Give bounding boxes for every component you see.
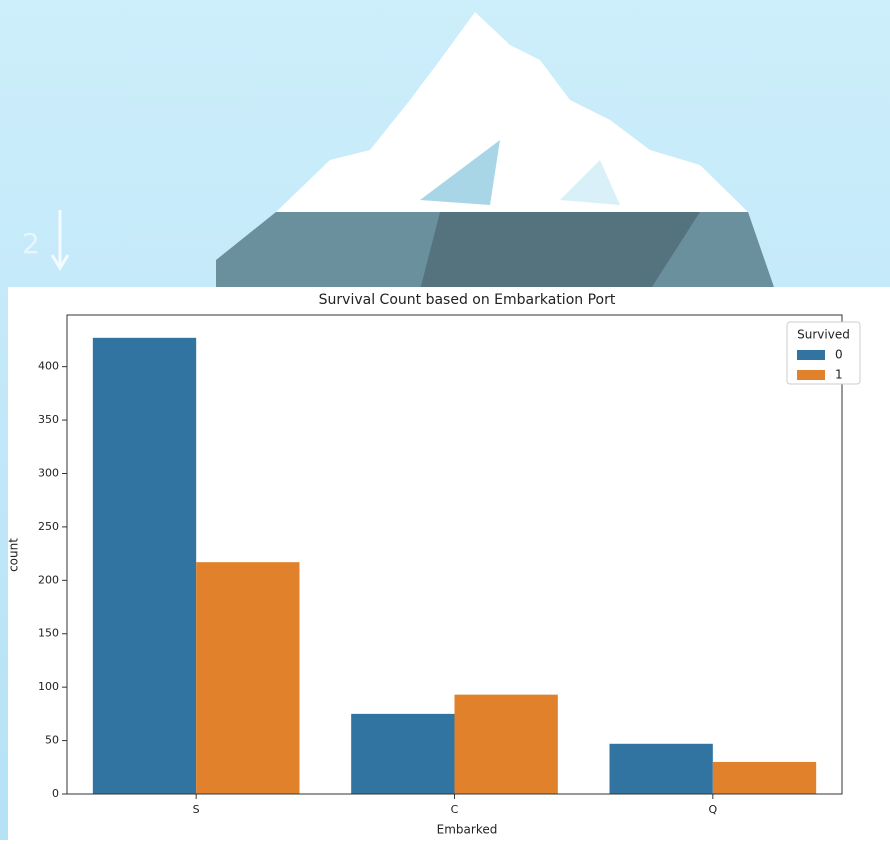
plot-frame (66, 314, 843, 795)
y-tick-label: 100 (38, 680, 59, 693)
legend-swatch (797, 370, 825, 380)
bar (196, 562, 300, 794)
x-tick-label: C (451, 803, 459, 816)
y-tick-label: 150 (38, 627, 59, 640)
iceberg (216, 12, 775, 290)
x-axis-label: Embarked (437, 823, 498, 837)
legend-title: Survived (797, 328, 850, 342)
legend-label: 0 (835, 348, 843, 362)
y-tick-label: 400 (38, 360, 59, 373)
slide-number: 2 (22, 227, 40, 260)
bar (712, 761, 817, 794)
bar (609, 743, 713, 794)
y-tick-label: 50 (45, 734, 59, 747)
chart-title: Survival Count based on Embarkation Port (319, 292, 616, 308)
y-tick-label: 350 (38, 413, 59, 426)
bar (454, 694, 558, 794)
y-tick-label: 0 (52, 787, 59, 800)
legend-swatch (797, 350, 825, 360)
x-tick-label: Q (708, 803, 717, 816)
bar (92, 337, 197, 794)
y-tick-label: 250 (38, 520, 59, 533)
y-tick-label: 300 (38, 466, 59, 479)
arrow-head (50, 254, 70, 271)
y-tick-label: 200 (38, 573, 59, 586)
y-axis-label: count (7, 538, 21, 572)
bar (351, 713, 455, 794)
legend-label: 1 (835, 368, 843, 382)
x-tick-label: S (193, 803, 200, 816)
